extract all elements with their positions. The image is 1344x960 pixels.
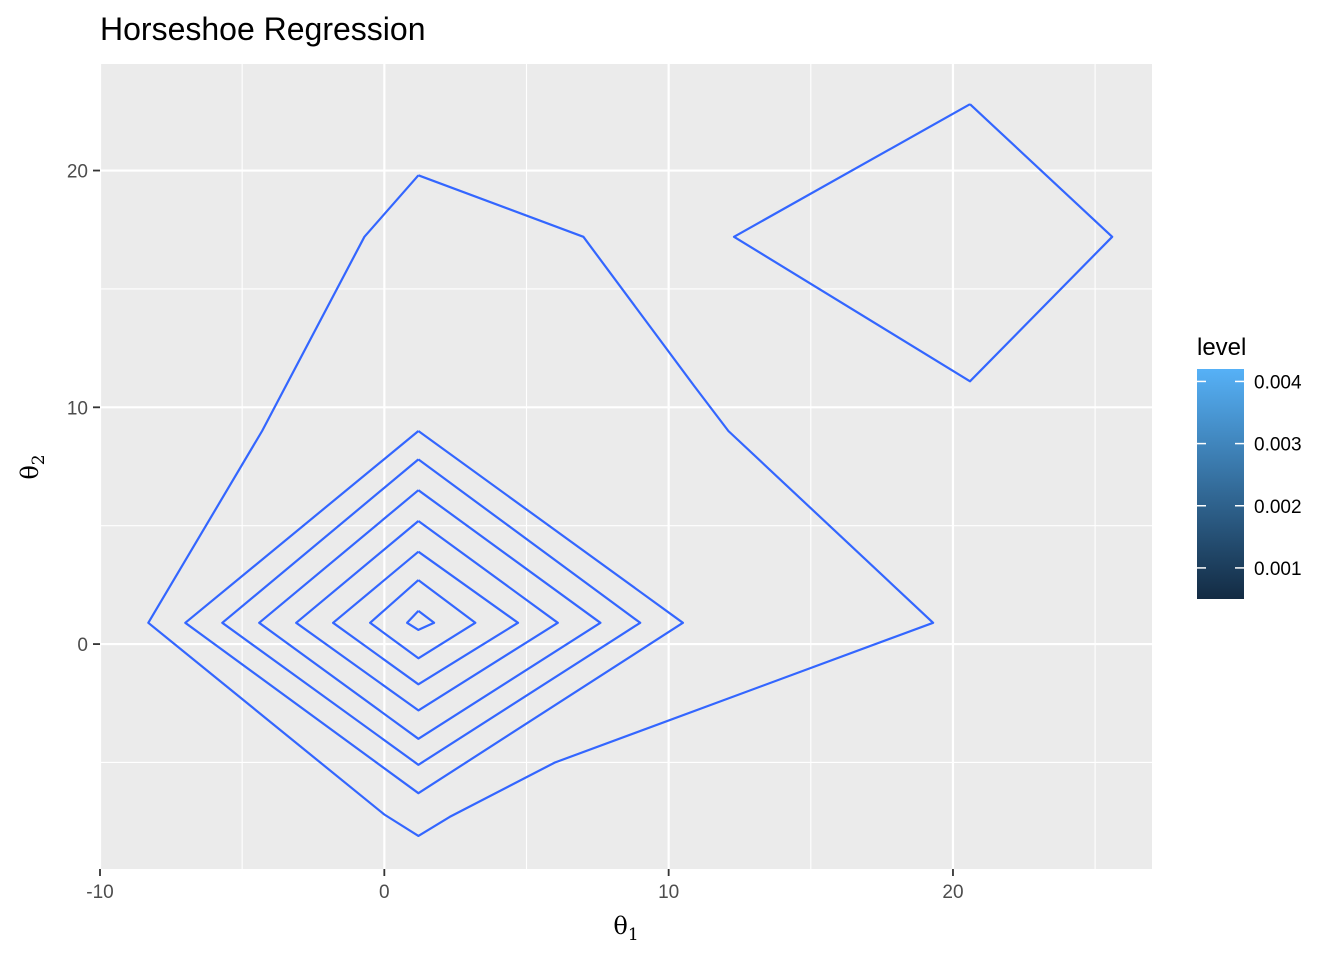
legend-label: 0.001 [1254, 559, 1302, 580]
x-axis-subscript: 1 [628, 925, 639, 945]
y-tick-label: 0 [77, 635, 88, 656]
x-axis-symbol: θ [613, 912, 627, 940]
contour-line [732, 103, 1114, 383]
chart-title: Horseshoe Regression [100, 11, 426, 47]
x-axis-title: θ1 [613, 912, 638, 945]
contour-line [184, 430, 685, 795]
grid-major [98, 64, 1152, 869]
plot-panel [100, 64, 1152, 869]
contour-line [295, 520, 559, 712]
contour-line [258, 489, 602, 740]
x-tick-label: -10 [86, 882, 113, 903]
y-axis-symbol: θ [16, 465, 44, 479]
x-tick-label: 20 [942, 882, 963, 903]
grid-minor [100, 64, 1152, 869]
legend-title: level [1197, 334, 1246, 361]
contour-line [406, 610, 436, 632]
y-axis: 0 10 20 [67, 162, 100, 656]
y-axis-subscript: 2 [29, 454, 49, 465]
y-tick-label: 20 [67, 162, 88, 183]
contour-line [369, 579, 477, 660]
y-axis-title: θ2 [16, 454, 49, 479]
y-tick-label: 10 [67, 398, 88, 419]
legend: level 0.001 0.002 0.003 0.004 [1197, 334, 1302, 599]
x-tick-label: 10 [658, 882, 679, 903]
contour-line [332, 550, 520, 686]
legend-label: 0.002 [1254, 497, 1302, 518]
x-tick-label: 0 [379, 882, 390, 903]
contour-lines [147, 103, 1114, 838]
contour-line [221, 458, 642, 766]
legend-ticks: 0.001 0.002 0.003 0.004 [1197, 372, 1302, 580]
contour-line [147, 174, 935, 838]
legend-label: 0.004 [1254, 372, 1302, 393]
x-axis: -10 0 10 20 [86, 869, 964, 903]
legend-colorbar [1197, 369, 1244, 599]
legend-label: 0.003 [1254, 435, 1302, 456]
